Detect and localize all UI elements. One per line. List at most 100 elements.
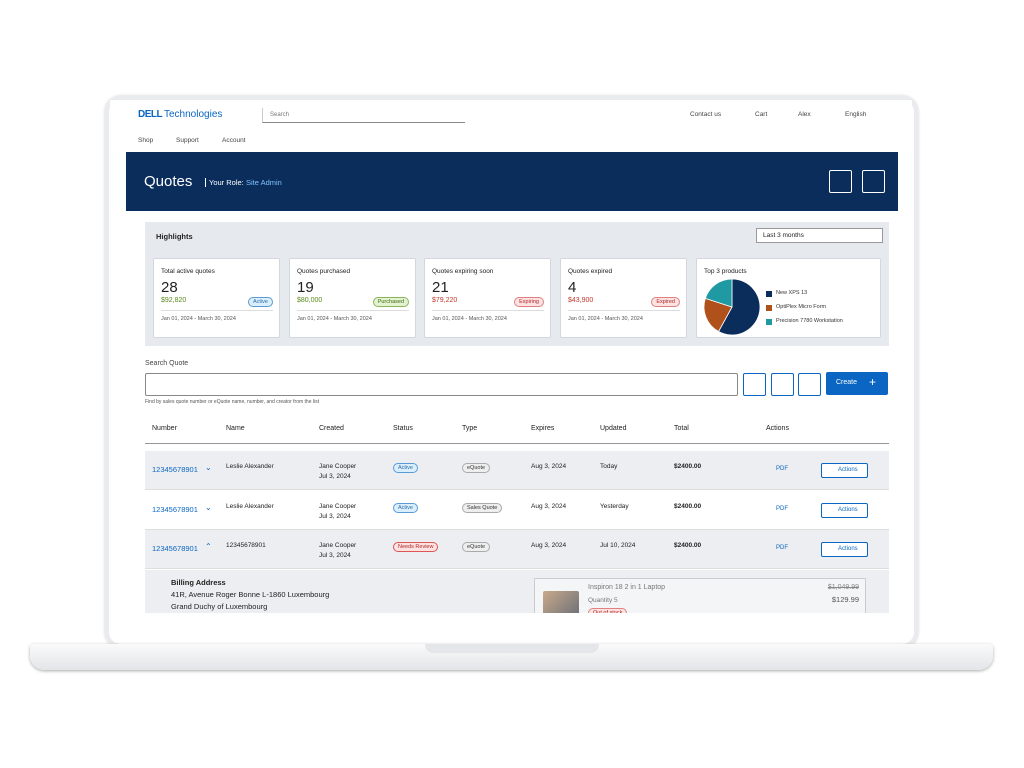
column-header: Total — [674, 425, 689, 432]
row-created: Jul 3, 2024 — [319, 512, 351, 520]
top-products-card: Top 3 products New XPS 13 OptiPlex Micro F… — [696, 258, 881, 338]
search-input[interactable]: Search — [262, 108, 465, 123]
billing-line: 41R, Avenue Roger Bonne L-1860 Luxembour… — [171, 590, 330, 599]
product-image — [543, 591, 579, 613]
column-header: Number — [152, 425, 177, 432]
nav-link[interactable]: Support — [176, 137, 199, 144]
highlight-card: Quotes expired 4 $43,900 Expired Jan 01, 202… — [560, 258, 687, 338]
tool-button[interactable] — [743, 373, 766, 396]
search-label: Search Quote — [145, 360, 189, 367]
price: $129.99 — [831, 595, 859, 604]
row-created: Jul 3, 2024 — [319, 552, 351, 559]
card-title: Quotes expiring soon — [432, 268, 494, 275]
actions-label: Actions — [838, 506, 858, 513]
column-header: Status — [393, 425, 413, 432]
column-header: Created — [319, 425, 344, 432]
row-details: Billing Address 41R, Avenue Roger Bonne L… — [145, 570, 889, 613]
actions-button[interactable]: Actions — [821, 542, 868, 557]
nav-link[interactable]: Account — [222, 137, 246, 144]
row-updated: Yesterday — [600, 502, 629, 510]
logo-brand: DELL — [138, 109, 163, 120]
type-badge: eQuote — [462, 463, 491, 473]
pdf-link[interactable]: PDF — [776, 505, 788, 512]
pie-slice — [717, 278, 761, 336]
row-updated: Jul 10, 2024 — [600, 542, 636, 549]
icon-button[interactable] — [862, 170, 885, 193]
screen: DELL Technologies Search Contact us Cart Alex… — [110, 100, 912, 613]
pdf-link[interactable]: PDF — [776, 545, 788, 551]
tool-button[interactable] — [771, 373, 794, 396]
expand-chevron: ⌄ — [205, 502, 212, 512]
role-label: Your Role: — [205, 178, 244, 187]
laptop-notch — [425, 644, 599, 653]
highlights-title: Highlights — [156, 232, 193, 241]
status-badge: Active — [393, 463, 418, 473]
period-dropdown[interactable]: Last 3 months — [756, 228, 883, 243]
type-badge: Sales Quote — [462, 502, 503, 513]
table-row: 12345678901 ⌄ Leslie Alexander Jane Cooper J… — [145, 490, 889, 530]
row-expires: Aug 3, 2024 — [531, 542, 567, 549]
row-name: Leslie Alexander — [226, 463, 274, 470]
utility-link[interactable]: Cart — [755, 111, 768, 118]
period-value: Last 3 months — [763, 232, 804, 239]
logo-suffix: Technologies — [164, 109, 223, 120]
pie-slice — [703, 297, 733, 333]
column-header: Name — [226, 425, 245, 432]
quote-number[interactable]: 12345678901 — [152, 504, 198, 514]
row-total: $2400.00 — [674, 502, 702, 510]
row-total: $2400.00 — [674, 542, 702, 549]
highlight-card: Quotes purchased 19 $80,000 Purchased Jan 01… — [289, 258, 416, 338]
pdf-link[interactable]: PDF — [776, 466, 788, 472]
banner-title: Quotes — [144, 173, 193, 190]
utility-link[interactable]: Contact us — [690, 111, 722, 118]
quote-number[interactable]: 12345678901 — [152, 465, 198, 474]
card-count: 28 — [161, 279, 178, 296]
row-created: Jul 3, 2024 — [319, 473, 351, 480]
card-title: Quotes purchased — [297, 268, 351, 275]
utility-link[interactable]: English — [845, 111, 867, 118]
card-amount: $79,220 — [432, 297, 458, 304]
card-divider — [297, 310, 409, 311]
card-title: Total active quotes — [161, 268, 215, 275]
card-dates: Jan 01, 2024 - March 30, 2024 — [568, 316, 643, 322]
column-header: Expires — [531, 425, 555, 432]
actions-button[interactable]: Actions — [821, 502, 868, 518]
card-amount: $92,820 — [161, 297, 187, 304]
actions-button[interactable]: Actions — [821, 463, 868, 478]
expand-chevron: ⌃ — [205, 542, 212, 551]
card-dates: Jan 01, 2024 - March 30, 2024 — [297, 316, 372, 322]
pie-chart — [703, 278, 761, 336]
column-header: Type — [462, 425, 478, 432]
highlight-card: Quotes expiring soon 21 $79,220 Expiring Jan… — [424, 258, 551, 338]
actions-label: Actions — [838, 467, 858, 473]
nav-link[interactable]: Shop — [138, 137, 154, 144]
create-button[interactable]: Create + — [826, 372, 888, 395]
utility-link[interactable]: Alex — [798, 111, 811, 118]
create-label: Create — [836, 379, 858, 386]
type-badge: eQuote — [462, 542, 491, 552]
tool-button[interactable] — [798, 373, 821, 396]
card-amount: $43,900 — [568, 297, 594, 304]
actions-label: Actions — [838, 546, 858, 552]
row-creator: Jane Cooper — [319, 463, 357, 470]
quote-search-input[interactable] — [145, 373, 738, 396]
highlights-panel: Highlights Last 3 months Total active quot… — [145, 222, 889, 346]
legend-label: OptiPlex Micro Form — [776, 304, 827, 310]
legend-swatch — [766, 319, 772, 325]
row-name: 12345678901 — [226, 542, 266, 549]
card-divider — [568, 310, 680, 311]
table-row: 12345678901 ⌃ 12345678901 Jane Cooper Jul 3,… — [145, 530, 889, 569]
row-creator: Jane Cooper — [319, 542, 357, 549]
status-badge: Active — [393, 502, 418, 513]
quote-number[interactable]: 12345678901 — [152, 544, 198, 553]
row-name: Leslie Alexander — [226, 502, 274, 510]
icon-button[interactable] — [829, 170, 852, 193]
card-badge: Purchased — [372, 297, 409, 307]
card-dates: Jan 01, 2024 - March 30, 2024 — [161, 316, 236, 322]
product-name: Inspiron 18 2 in 1 Laptop — [588, 584, 666, 591]
card-count: 19 — [297, 279, 314, 296]
card-divider — [161, 310, 273, 311]
search-placeholder: Search — [270, 112, 290, 118]
card-badge: Expired — [651, 297, 680, 307]
stock-badge: Out of stock — [588, 608, 628, 613]
